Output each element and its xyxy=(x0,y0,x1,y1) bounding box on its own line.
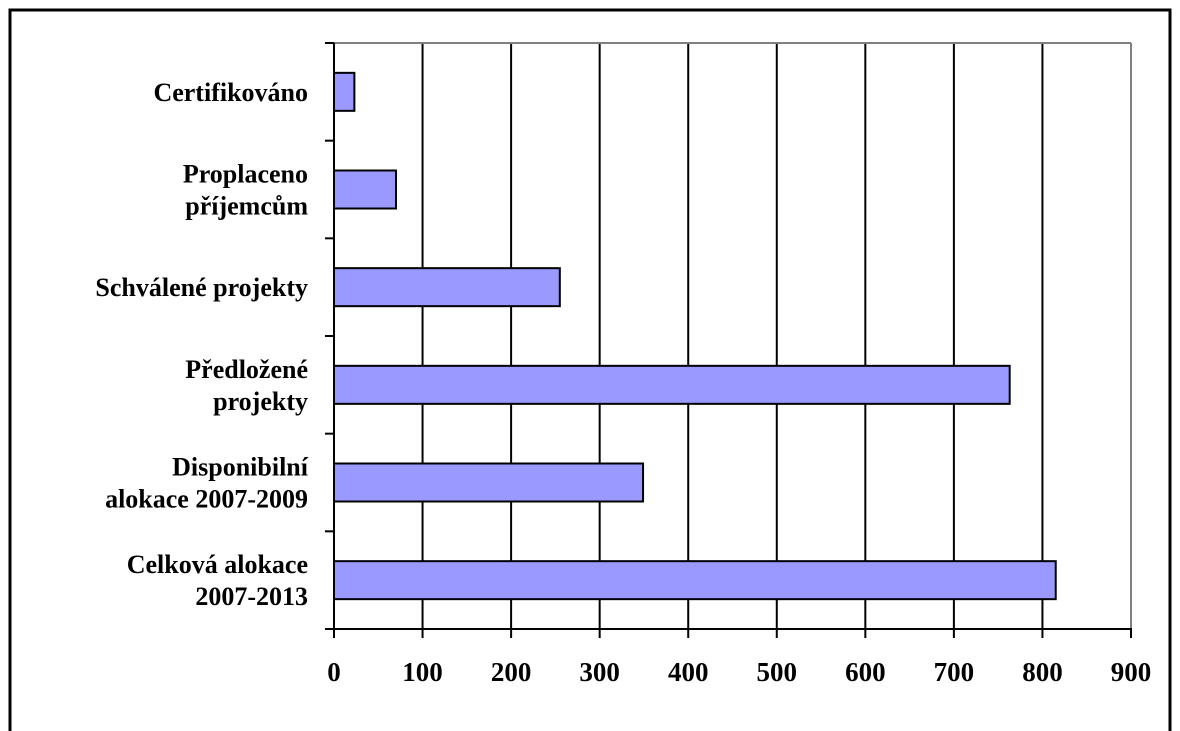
bar-3 xyxy=(333,267,561,308)
category-label-line: alokace 2007-2009 xyxy=(105,485,308,514)
category-label-2: Předložené projekty xyxy=(185,355,308,416)
x-tick-label-300: 300 xyxy=(579,657,620,687)
category-label-line: Celková alokace xyxy=(127,550,308,579)
vertical-gridlines xyxy=(421,43,1044,629)
x-tick-label-0: 0 xyxy=(327,657,341,687)
category-label-1: Disponibilní alokace 2007-2009 xyxy=(105,453,309,514)
x-tick-label-500: 500 xyxy=(757,657,798,687)
bar-0 xyxy=(333,560,1057,601)
x-tick-label-600: 600 xyxy=(845,657,886,687)
bar-1 xyxy=(333,462,645,503)
x-tick-labels: 0 100 200 300 400 500 600 700 800 900 xyxy=(327,657,1151,687)
category-label-0: Celková alokace 2007-2013 xyxy=(127,550,308,611)
category-label-line: Proplaceno xyxy=(183,160,308,189)
category-label-line: Předložené xyxy=(185,355,308,384)
plot-area-frame xyxy=(334,42,1132,629)
chart-outer-border xyxy=(8,8,1172,731)
category-label-5: Certifikováno xyxy=(153,78,308,107)
x-tick-label-800: 800 xyxy=(1022,657,1063,687)
category-labels: Celková alokace 2007-2013 Disponibilní alok… xyxy=(95,78,308,611)
x-tick-label-400: 400 xyxy=(668,657,709,687)
bar-2 xyxy=(333,364,1011,405)
bar-4 xyxy=(333,169,397,210)
category-label-4: Proplaceno příjemcům xyxy=(183,160,309,221)
category-label-3: Schválené projekty xyxy=(95,273,308,302)
category-label-line: Disponibilní xyxy=(172,453,309,482)
category-label-line: Schválené projekty xyxy=(95,273,308,302)
x-tick-label-700: 700 xyxy=(934,657,975,687)
bars xyxy=(333,71,1057,601)
category-label-line: projekty xyxy=(213,387,308,416)
axes xyxy=(325,42,1132,638)
category-label-line: Certifikováno xyxy=(153,78,308,107)
x-tick-label-900: 900 xyxy=(1111,657,1152,687)
outer-border-line xyxy=(8,8,1172,731)
bar-5 xyxy=(333,71,356,112)
x-tick-label-200: 200 xyxy=(491,657,532,687)
category-label-line: příjemcům xyxy=(185,192,308,221)
category-label-line: 2007-2013 xyxy=(195,582,308,611)
x-tick-label-100: 100 xyxy=(402,657,443,687)
